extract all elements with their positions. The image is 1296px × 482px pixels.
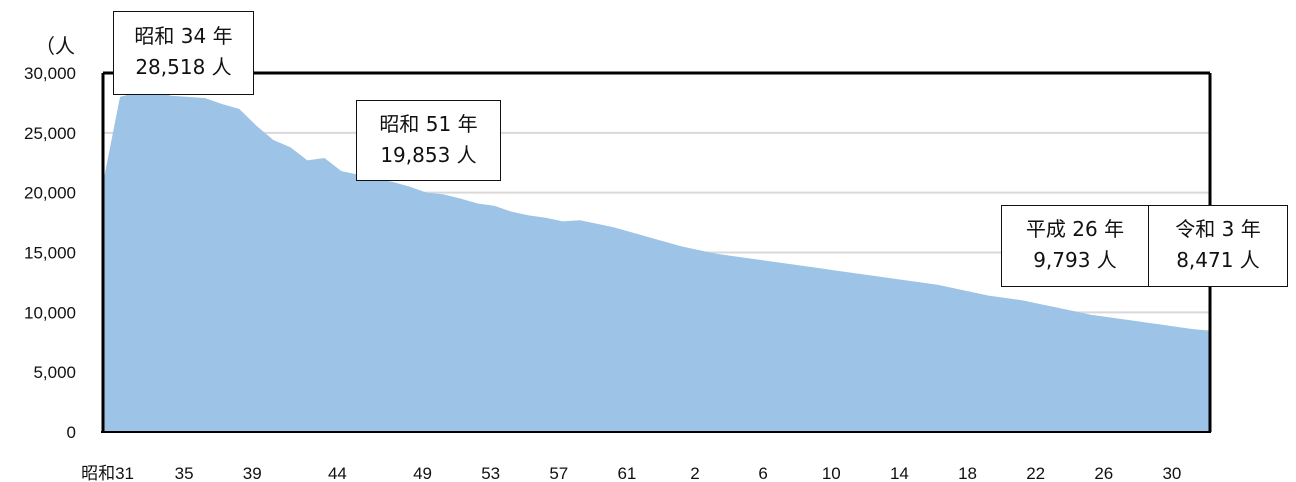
x-tick-label: 61 [617,464,636,482]
y-tick-label: 30,000 [24,64,76,83]
x-tick-label: 14 [890,464,909,482]
y-tick-label: 10,000 [24,303,76,322]
y-tick-label: 5,000 [33,363,76,382]
x-tick-label: 2 [690,464,699,482]
x-tick-label: 6 [758,464,767,482]
y-tick-label: 20,000 [24,184,76,203]
annotation-value: 9,793 人 [1033,248,1117,272]
annotation-year: 令和 3 年 [1175,217,1261,241]
x-tick-label: 53 [481,464,500,482]
y-axis-unit-label: （人 [35,34,75,58]
annotation-value: 28,518 人 [135,55,232,79]
x-tick-label: 22 [1026,464,1045,482]
annotation-heisei-26: 平成 26 年 9,793 人 [1001,205,1149,287]
x-tick-label: 39 [243,464,262,482]
x-tick-label: 57 [549,464,568,482]
annotation-year: 昭和 34 年 [134,24,233,48]
annotation-value: 8,471 人 [1176,248,1260,272]
x-tick-label: 18 [958,464,977,482]
annotation-year: 平成 26 年 [1025,217,1125,241]
annotation-peak-showa-34: 昭和 34 年 28,518 人 [113,11,254,95]
plot-frame [101,71,1212,433]
x-tick-label: 26 [1094,464,1113,482]
annotation-value: 19,853 人 [380,143,477,167]
annotation-reiwa-3: 令和 3 年 8,471 人 [1148,205,1288,287]
x-tick-label: 49 [413,464,432,482]
y-tick-label: 25,000 [24,124,76,143]
y-tick-label: 15,000 [24,244,76,263]
x-tick-label: 35 [175,464,194,482]
annotation-year: 昭和 51 年 [379,112,478,136]
population-area [103,90,1210,432]
y-axis-ticks: 0 5,000 10,000 15,000 20,000 25,000 30,000 [24,64,76,442]
y-tick-label: 0 [67,423,76,442]
annotation-showa-51: 昭和 51 年 19,853 人 [356,100,501,181]
x-axis-ticks: 昭和31 35 39 44 49 53 57 61 2 6 10 14 18 22 26 30 [81,464,1181,482]
x-tick-label: 昭和31 [81,464,134,482]
x-tick-label: 10 [822,464,841,482]
x-tick-label: 44 [328,464,347,482]
x-tick-label: 30 [1162,464,1181,482]
